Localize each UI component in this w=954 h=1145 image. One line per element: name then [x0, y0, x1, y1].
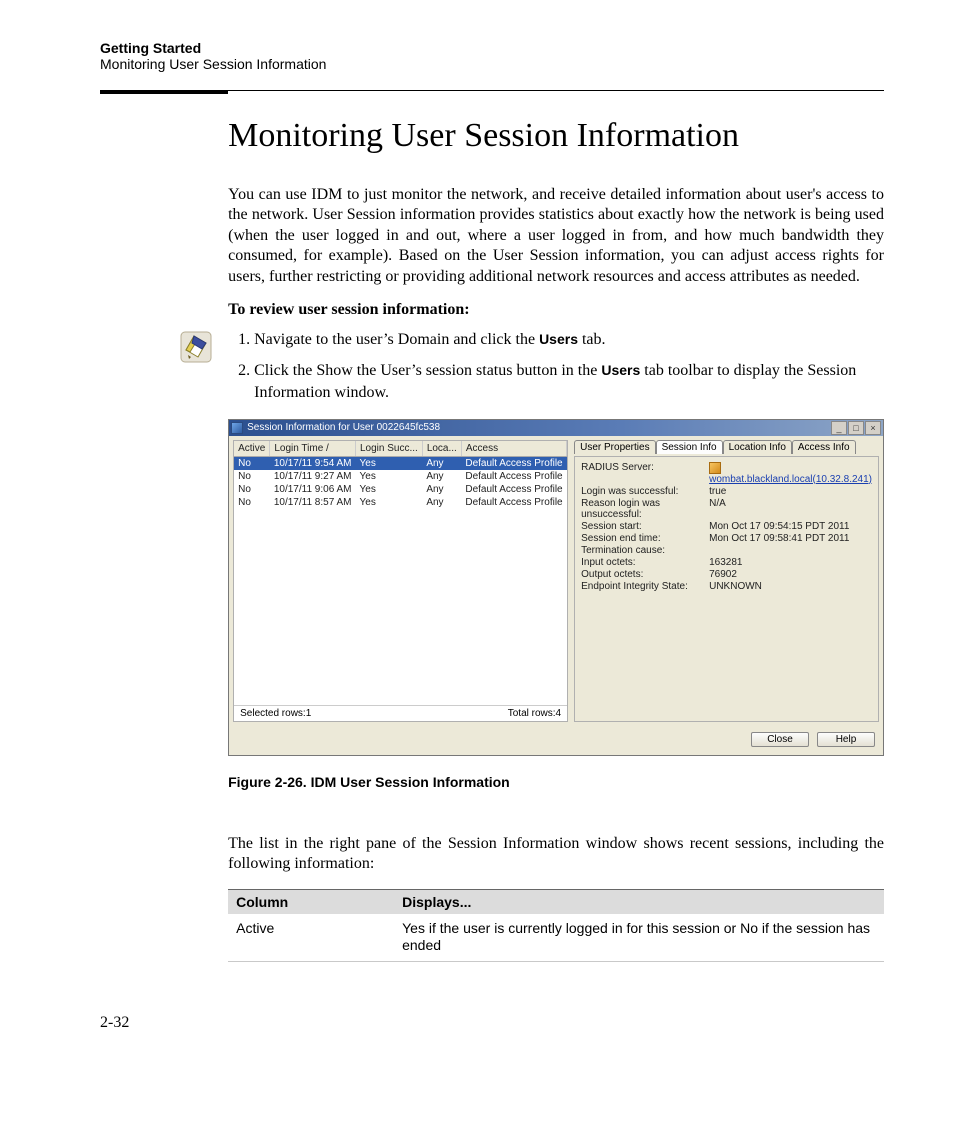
- header-section: Getting Started: [100, 40, 884, 56]
- col-access[interactable]: Access: [461, 441, 566, 457]
- table-row[interactable]: No10/17/11 9:54 AMYesAnyDefault Access P…: [234, 456, 567, 470]
- minimize-button[interactable]: _: [831, 421, 847, 435]
- total-rows-label: Total rows:4: [508, 708, 561, 719]
- users-tab-ref: Users: [539, 331, 578, 347]
- step-text: Navigate to the user’s Domain and click …: [254, 331, 539, 348]
- window-icon: [231, 422, 243, 434]
- help-button[interactable]: Help: [817, 732, 875, 747]
- list-intro-paragraph: The list in the right pane of the Sessio…: [228, 834, 884, 875]
- page-title: Monitoring User Session Information: [228, 117, 884, 155]
- prop-value: Mon Oct 17 09:54:15 PDT 2011: [709, 521, 872, 532]
- procedure-heading: To review user session information:: [228, 301, 884, 319]
- tab-user-properties[interactable]: User Properties: [574, 440, 655, 454]
- rule-thick: [100, 90, 228, 94]
- prop-value: 163281: [709, 557, 872, 568]
- tab-access-info[interactable]: Access Info: [792, 440, 856, 454]
- server-icon: [709, 462, 721, 474]
- intro-paragraph: You can use IDM to just monitor the netw…: [228, 185, 884, 287]
- prop-value: 76902: [709, 569, 872, 580]
- sessions-grid-pane: Active Login Time / Login Succ... Loca..…: [233, 440, 568, 722]
- details-pane: User Properties Session Info Location In…: [574, 440, 879, 722]
- prop-value: UNKNOWN: [709, 581, 872, 592]
- procedure-steps: Navigate to the user’s Domain and click …: [228, 329, 884, 402]
- col-login-success[interactable]: Login Succ...: [356, 441, 423, 457]
- doc-td-column: Active: [228, 914, 394, 962]
- tab-session-info[interactable]: Session Info: [656, 440, 723, 454]
- prop-value: true: [709, 486, 872, 497]
- prop-key: Session end time:: [581, 533, 709, 544]
- doc-th-displays: Displays...: [394, 889, 884, 914]
- rule-thin: Monitoring User Session Information You …: [228, 90, 884, 962]
- prop-value: N/A: [709, 498, 872, 520]
- tab-location-info[interactable]: Location Info: [723, 440, 792, 454]
- step-text: tab.: [578, 331, 606, 348]
- col-login-time[interactable]: Login Time /: [270, 441, 356, 457]
- header-topic: Monitoring User Session Information: [100, 56, 884, 72]
- doc-td-displays: Yes if the user is currently logged in f…: [394, 914, 884, 962]
- step-1: Navigate to the user’s Domain and click …: [254, 329, 884, 350]
- col-active[interactable]: Active: [234, 441, 270, 457]
- close-button[interactable]: Close: [751, 732, 809, 747]
- col-location[interactable]: Loca...: [422, 441, 461, 457]
- table-row[interactable]: No10/17/11 8:57 AMYesAnyDefault Access P…: [234, 496, 567, 509]
- prop-key: Login was successful:: [581, 486, 709, 497]
- users-tab-ref: Users: [601, 362, 640, 378]
- prop-key: RADIUS Server:: [581, 462, 709, 485]
- prop-key: Session start:: [581, 521, 709, 532]
- session-info-window: Session Information for User 0022645fc53…: [228, 419, 884, 756]
- prop-key: Output octets:: [581, 569, 709, 580]
- prop-value: [709, 545, 872, 556]
- prop-key: Reason login was unsuccessful:: [581, 498, 709, 520]
- doc-th-column: Column: [228, 889, 394, 914]
- page-number: 2-32: [100, 1014, 884, 1032]
- table-row[interactable]: No10/17/11 9:27 AMYesAnyDefault Access P…: [234, 470, 567, 483]
- window-title: Session Information for User 0022645fc53…: [247, 420, 440, 436]
- close-window-button[interactable]: ×: [865, 421, 881, 435]
- step-text: Click the Show the User’s session status…: [254, 362, 601, 379]
- window-titlebar[interactable]: Session Information for User 0022645fc53…: [229, 420, 883, 436]
- table-row[interactable]: No10/17/11 9:06 AMYesAnyDefault Access P…: [234, 483, 567, 496]
- grid-header-row[interactable]: Active Login Time / Login Succ... Loca..…: [234, 441, 567, 457]
- selected-rows-label: Selected rows:1: [240, 708, 311, 719]
- step-2: Click the Show the User’s session status…: [254, 360, 884, 402]
- prop-value: Mon Oct 17 09:58:41 PDT 2011: [709, 533, 872, 544]
- sessions-grid[interactable]: Active Login Time / Login Succ... Loca..…: [234, 441, 567, 509]
- prop-key: Endpoint Integrity State:: [581, 581, 709, 592]
- prop-key: Termination cause:: [581, 545, 709, 556]
- maximize-button[interactable]: □: [848, 421, 864, 435]
- note-icon: [180, 331, 212, 363]
- column-description-table: Column Displays... Active Yes if the use…: [228, 889, 884, 962]
- radius-server-link[interactable]: wombat.blackland.local(10.32.8.241): [709, 462, 872, 485]
- figure-caption: Figure 2-26. IDM User Session Informatio…: [228, 774, 884, 790]
- prop-key: Input octets:: [581, 557, 709, 568]
